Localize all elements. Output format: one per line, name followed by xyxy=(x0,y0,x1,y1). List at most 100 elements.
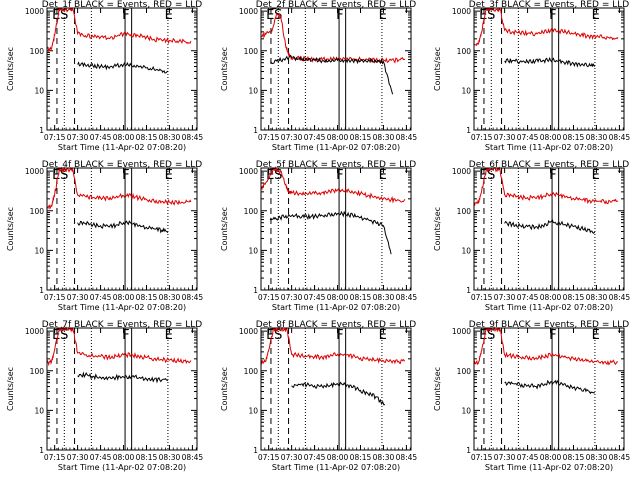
plot-frame xyxy=(260,7,412,131)
x-tick-label: 07:30 xyxy=(281,453,303,462)
marker-label: F xyxy=(336,8,343,23)
y-tick-label: 1 xyxy=(253,126,258,135)
plot-frame xyxy=(260,327,412,451)
marker-label: S xyxy=(274,168,282,183)
x-tick-label: 08:00 xyxy=(327,453,349,462)
lld-series-line xyxy=(473,166,619,206)
y-tick-label: 1 xyxy=(253,446,258,455)
marker-label: F xyxy=(122,328,129,343)
y-axis-label: Counts/sec xyxy=(433,47,442,91)
x-tick-label: 07:15 xyxy=(471,133,493,142)
x-tick-label: 07:15 xyxy=(258,133,280,142)
x-tick-label: 08:15 xyxy=(136,133,158,142)
x-axis-label: Start Time (11-Apr-02 07:08:20) xyxy=(272,463,400,472)
x-tick-label: 08:30 xyxy=(586,453,608,462)
y-tick-label: 1000 xyxy=(452,7,471,16)
panel-1: Det_1f BLACK = Events, RED = LLD Counts/s… xyxy=(6,0,203,152)
x-axis-label: Start Time (11-Apr-02 07:08:20) xyxy=(58,143,186,152)
x-tick-label: 08:15 xyxy=(136,293,158,302)
x-axis-label: Start Time (11-Apr-02 07:08:20) xyxy=(272,143,400,152)
events-series-line xyxy=(270,54,394,95)
x-tick-label: 07:15 xyxy=(258,293,280,302)
events-series-line xyxy=(77,61,168,74)
y-axis-label: Counts/sec xyxy=(6,367,15,411)
panel-3: Det_3f BLACK = Events, RED = LLD Counts/s… xyxy=(433,0,630,152)
y-tick-label: 1 xyxy=(39,446,44,455)
plot-frame xyxy=(473,7,625,131)
x-tick-label: 08:45 xyxy=(182,453,204,462)
y-tick-label: 10 xyxy=(34,86,44,95)
events-series-line xyxy=(269,210,392,255)
x-tick-label: 07:45 xyxy=(90,293,112,302)
y-tick-label: 10 xyxy=(34,406,44,415)
marker-label: S xyxy=(274,328,282,343)
marker-label: E xyxy=(52,168,60,183)
x-tick-label: 07:30 xyxy=(494,293,516,302)
x-axis-label: Start Time (11-Apr-02 07:08:20) xyxy=(485,303,613,312)
x-tick-label: 08:45 xyxy=(182,293,204,302)
x-tick-label: 08:30 xyxy=(586,133,608,142)
panel-8: Det_8f BLACK = Events, RED = LLD Counts/s… xyxy=(220,320,417,472)
x-tick-label: 08:30 xyxy=(373,133,395,142)
events-series-line xyxy=(291,381,386,406)
y-tick-label: 1000 xyxy=(452,327,471,336)
marker-label: E xyxy=(592,168,600,183)
y-tick-label: 1000 xyxy=(25,167,44,176)
x-tick-label: 07:15 xyxy=(44,453,66,462)
plot-frame xyxy=(46,7,198,131)
y-tick-label: 10 xyxy=(34,246,44,255)
x-tick-label: 07:15 xyxy=(44,293,66,302)
panel-title: Det_2f BLACK = Events, RED = LLD xyxy=(256,0,416,10)
x-tick-label: 07:45 xyxy=(304,453,326,462)
marker-label: E xyxy=(379,8,387,23)
x-tick-label: 07:45 xyxy=(90,133,112,142)
panel-title: Det_7f BLACK = Events, RED = LLD xyxy=(42,320,202,330)
marker-label: F xyxy=(549,8,556,23)
x-tick-label: 08:00 xyxy=(540,453,562,462)
marker-label: E xyxy=(592,328,600,343)
x-tick-label: 07:30 xyxy=(494,453,516,462)
y-tick-label: 10 xyxy=(461,246,471,255)
y-axis-label: Counts/sec xyxy=(220,207,229,251)
y-tick-label: 1 xyxy=(466,286,471,295)
marker-label: E xyxy=(379,168,387,183)
marker-label: F xyxy=(122,8,129,23)
marker-label: S xyxy=(60,328,68,343)
plot-frame xyxy=(473,167,625,291)
x-tick-label: 08:00 xyxy=(113,133,135,142)
y-tick-label: 1000 xyxy=(239,7,258,16)
x-tick-label: 07:45 xyxy=(304,133,326,142)
x-tick-label: 08:00 xyxy=(327,293,349,302)
marker-label: S xyxy=(60,168,68,183)
y-tick-label: 1 xyxy=(466,446,471,455)
x-axis-label: Start Time (11-Apr-02 07:08:20) xyxy=(58,463,186,472)
panel-title: Det_6f BLACK = Events, RED = LLD xyxy=(469,160,629,170)
x-tick-label: 08:00 xyxy=(540,133,562,142)
y-tick-label: 10 xyxy=(461,406,471,415)
x-tick-label: 08:45 xyxy=(396,293,418,302)
x-tick-label: 08:45 xyxy=(609,293,631,302)
panel-title: Det_5f BLACK = Events, RED = LLD xyxy=(256,160,416,170)
marker-label: E xyxy=(165,8,173,23)
x-tick-label: 08:30 xyxy=(159,133,181,142)
x-tick-label: 08:15 xyxy=(350,133,372,142)
x-tick-label: 07:30 xyxy=(281,133,303,142)
x-tick-label: 08:30 xyxy=(373,293,395,302)
marker-label: E xyxy=(379,328,387,343)
x-tick-label: 07:30 xyxy=(67,293,89,302)
x-tick-label: 08:00 xyxy=(113,453,135,462)
x-tick-label: 07:30 xyxy=(67,133,89,142)
y-tick-label: 1000 xyxy=(239,167,258,176)
y-tick-label: 1000 xyxy=(25,327,44,336)
marker-label: E xyxy=(479,168,487,183)
lld-series-line xyxy=(46,165,192,210)
x-tick-label: 08:45 xyxy=(182,133,204,142)
y-axis-label: Counts/sec xyxy=(220,47,229,91)
x-tick-label: 07:45 xyxy=(517,293,539,302)
panel-title: Det_1f BLACK = Events, RED = LLD xyxy=(42,0,202,10)
x-tick-label: 07:45 xyxy=(517,453,539,462)
lld-series-line xyxy=(473,6,619,47)
x-tick-label: 07:45 xyxy=(517,133,539,142)
x-tick-label: 07:45 xyxy=(304,293,326,302)
